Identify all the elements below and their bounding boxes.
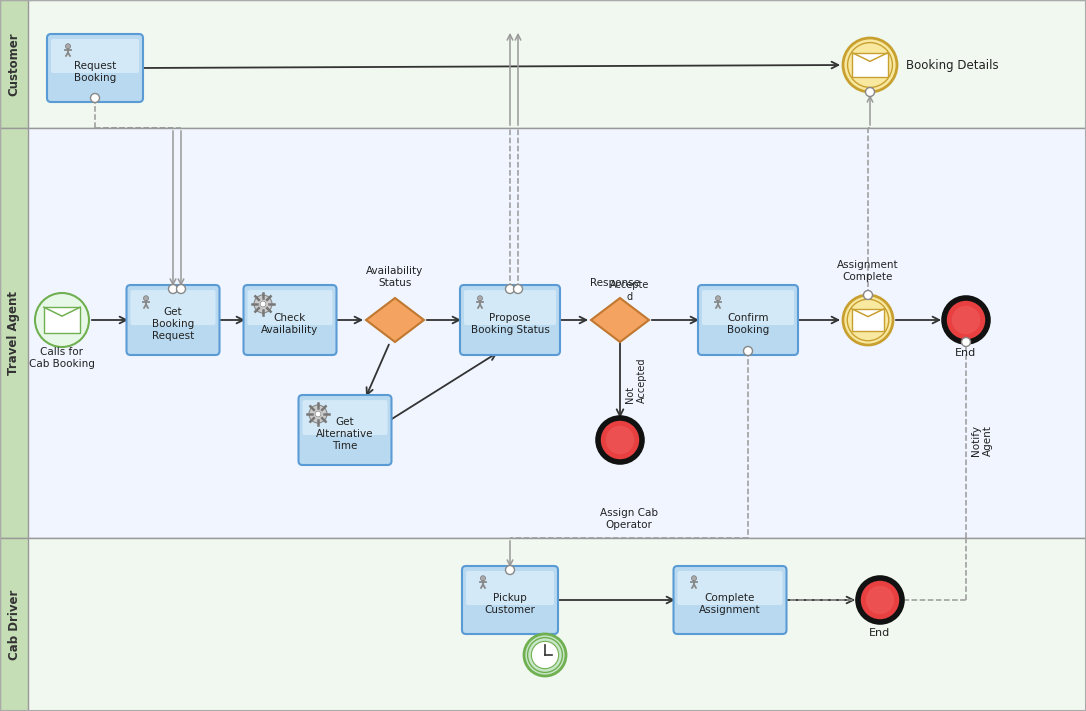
Text: Not
Accepted: Not Accepted bbox=[626, 357, 646, 402]
Circle shape bbox=[168, 284, 177, 294]
Text: Availability
Status: Availability Status bbox=[366, 267, 424, 288]
Circle shape bbox=[744, 346, 753, 356]
Polygon shape bbox=[366, 298, 424, 342]
Circle shape bbox=[310, 405, 327, 423]
FancyBboxPatch shape bbox=[460, 285, 560, 355]
FancyBboxPatch shape bbox=[51, 39, 139, 73]
Text: Assign Cab
Operator: Assign Cab Operator bbox=[599, 508, 658, 530]
Circle shape bbox=[35, 293, 89, 347]
Bar bbox=[0, 0, 28, 128]
FancyBboxPatch shape bbox=[299, 395, 391, 465]
Text: Complete
Assignment: Complete Assignment bbox=[699, 593, 761, 615]
FancyBboxPatch shape bbox=[303, 400, 388, 435]
Circle shape bbox=[514, 284, 522, 294]
FancyBboxPatch shape bbox=[126, 285, 219, 355]
Circle shape bbox=[254, 295, 272, 313]
Text: Notify
Agent: Notify Agent bbox=[971, 424, 993, 456]
FancyBboxPatch shape bbox=[678, 571, 783, 605]
Circle shape bbox=[944, 298, 988, 342]
Text: Cab Driver: Cab Driver bbox=[8, 589, 21, 660]
Circle shape bbox=[143, 296, 149, 301]
Text: Confirm
Booking: Confirm Booking bbox=[727, 313, 769, 335]
Circle shape bbox=[598, 418, 642, 462]
Bar bbox=[0, 0, 1086, 128]
Polygon shape bbox=[591, 298, 649, 342]
Bar bbox=[0, 128, 28, 538]
Text: Response: Response bbox=[590, 278, 640, 288]
Text: Pickup
Customer: Pickup Customer bbox=[484, 593, 535, 615]
Text: Customer: Customer bbox=[8, 32, 21, 96]
FancyBboxPatch shape bbox=[698, 285, 798, 355]
Text: Travel Agent: Travel Agent bbox=[8, 291, 21, 375]
Circle shape bbox=[716, 296, 720, 301]
Circle shape bbox=[478, 296, 482, 301]
Circle shape bbox=[866, 87, 874, 97]
Text: Booking Details: Booking Details bbox=[906, 58, 999, 72]
Circle shape bbox=[843, 38, 897, 92]
Text: Calls for
Cab Booking: Calls for Cab Booking bbox=[29, 347, 94, 369]
Text: Request
Booking: Request Booking bbox=[74, 61, 116, 83]
Circle shape bbox=[315, 411, 320, 417]
Circle shape bbox=[525, 634, 566, 676]
Text: End: End bbox=[956, 348, 976, 358]
FancyBboxPatch shape bbox=[466, 571, 554, 605]
Circle shape bbox=[858, 578, 902, 622]
FancyBboxPatch shape bbox=[243, 285, 337, 355]
Circle shape bbox=[531, 641, 558, 668]
Circle shape bbox=[90, 94, 100, 102]
Circle shape bbox=[505, 284, 515, 294]
Bar bbox=[43, 307, 80, 333]
Bar bbox=[853, 53, 887, 77]
Circle shape bbox=[505, 565, 515, 574]
Text: Get
Booking
Request: Get Booking Request bbox=[152, 306, 194, 341]
FancyBboxPatch shape bbox=[462, 566, 558, 634]
Text: Propose
Booking Status: Propose Booking Status bbox=[470, 313, 550, 335]
Text: Assignment
Complete: Assignment Complete bbox=[837, 260, 899, 282]
FancyBboxPatch shape bbox=[464, 290, 556, 325]
Circle shape bbox=[866, 586, 894, 614]
FancyBboxPatch shape bbox=[702, 290, 794, 325]
FancyBboxPatch shape bbox=[673, 566, 786, 634]
Text: Check
Availability: Check Availability bbox=[262, 313, 318, 335]
Circle shape bbox=[961, 338, 971, 346]
Circle shape bbox=[692, 576, 696, 581]
Text: Get
Alternative
Time: Get Alternative Time bbox=[316, 417, 374, 451]
Bar bbox=[851, 309, 884, 331]
Circle shape bbox=[177, 284, 186, 294]
FancyBboxPatch shape bbox=[130, 290, 215, 325]
Text: End: End bbox=[870, 628, 891, 638]
Circle shape bbox=[480, 576, 485, 581]
Bar bbox=[0, 538, 1086, 711]
FancyBboxPatch shape bbox=[47, 34, 143, 102]
Bar bbox=[0, 128, 1086, 538]
FancyBboxPatch shape bbox=[248, 290, 332, 325]
Circle shape bbox=[951, 306, 981, 334]
Circle shape bbox=[863, 291, 872, 299]
Bar bbox=[0, 538, 28, 711]
Circle shape bbox=[261, 301, 266, 307]
Circle shape bbox=[606, 426, 634, 454]
Circle shape bbox=[843, 295, 893, 345]
Circle shape bbox=[65, 44, 71, 49]
Text: Accepte
d: Accepte d bbox=[610, 280, 649, 302]
